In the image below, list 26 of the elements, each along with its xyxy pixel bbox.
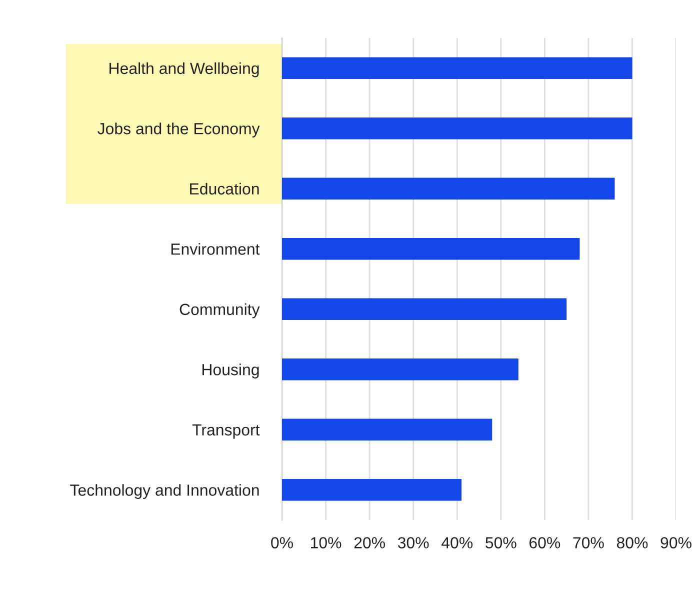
y-tick-label: Health and Wellbeing: [110, 62, 259, 78]
bar: [282, 298, 567, 320]
y-tick-label: Transport: [192, 424, 260, 439]
y-tick-label: Education: [190, 182, 259, 195]
bar: [282, 479, 462, 501]
x-tick-label: 40%: [441, 537, 473, 548]
bar: [282, 238, 580, 260]
x-tick-label: 70%: [573, 537, 604, 548]
y-tick-label: Technology and Innovation: [70, 484, 259, 499]
y-tick-label: Housing: [202, 364, 259, 378]
bar: [282, 57, 632, 79]
x-tick-label: 0%: [271, 537, 293, 548]
bar: [282, 178, 615, 200]
y-tick-label: Jobs and the Economy: [98, 122, 260, 138]
y-tick-label: Environment: [171, 243, 260, 255]
y-tick-label: Community: [180, 303, 260, 318]
x-tick-label: 50%: [486, 537, 516, 548]
bar: [282, 418, 492, 440]
x-tick-label: 30%: [398, 537, 429, 548]
bar: [282, 358, 518, 380]
x-tick-label: 10%: [311, 537, 342, 548]
bar: [282, 118, 632, 140]
x-tick-label: 90%: [660, 537, 692, 548]
x-tick-label: 80%: [616, 537, 648, 548]
x-tick-label: 60%: [529, 537, 560, 548]
x-tick-label: 20%: [354, 537, 385, 548]
